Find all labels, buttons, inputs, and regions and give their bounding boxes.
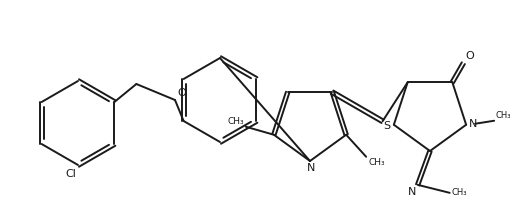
Text: O: O (465, 51, 474, 61)
Text: N: N (408, 187, 417, 197)
Text: Cl: Cl (65, 169, 76, 179)
Text: O: O (177, 88, 186, 98)
Text: CH₃: CH₃ (451, 188, 467, 197)
Text: N: N (307, 163, 315, 173)
Text: CH₃: CH₃ (368, 158, 385, 167)
Text: N: N (469, 119, 477, 129)
Text: CH₃: CH₃ (495, 111, 511, 120)
Text: S: S (384, 121, 391, 131)
Text: CH₃: CH₃ (227, 117, 244, 126)
